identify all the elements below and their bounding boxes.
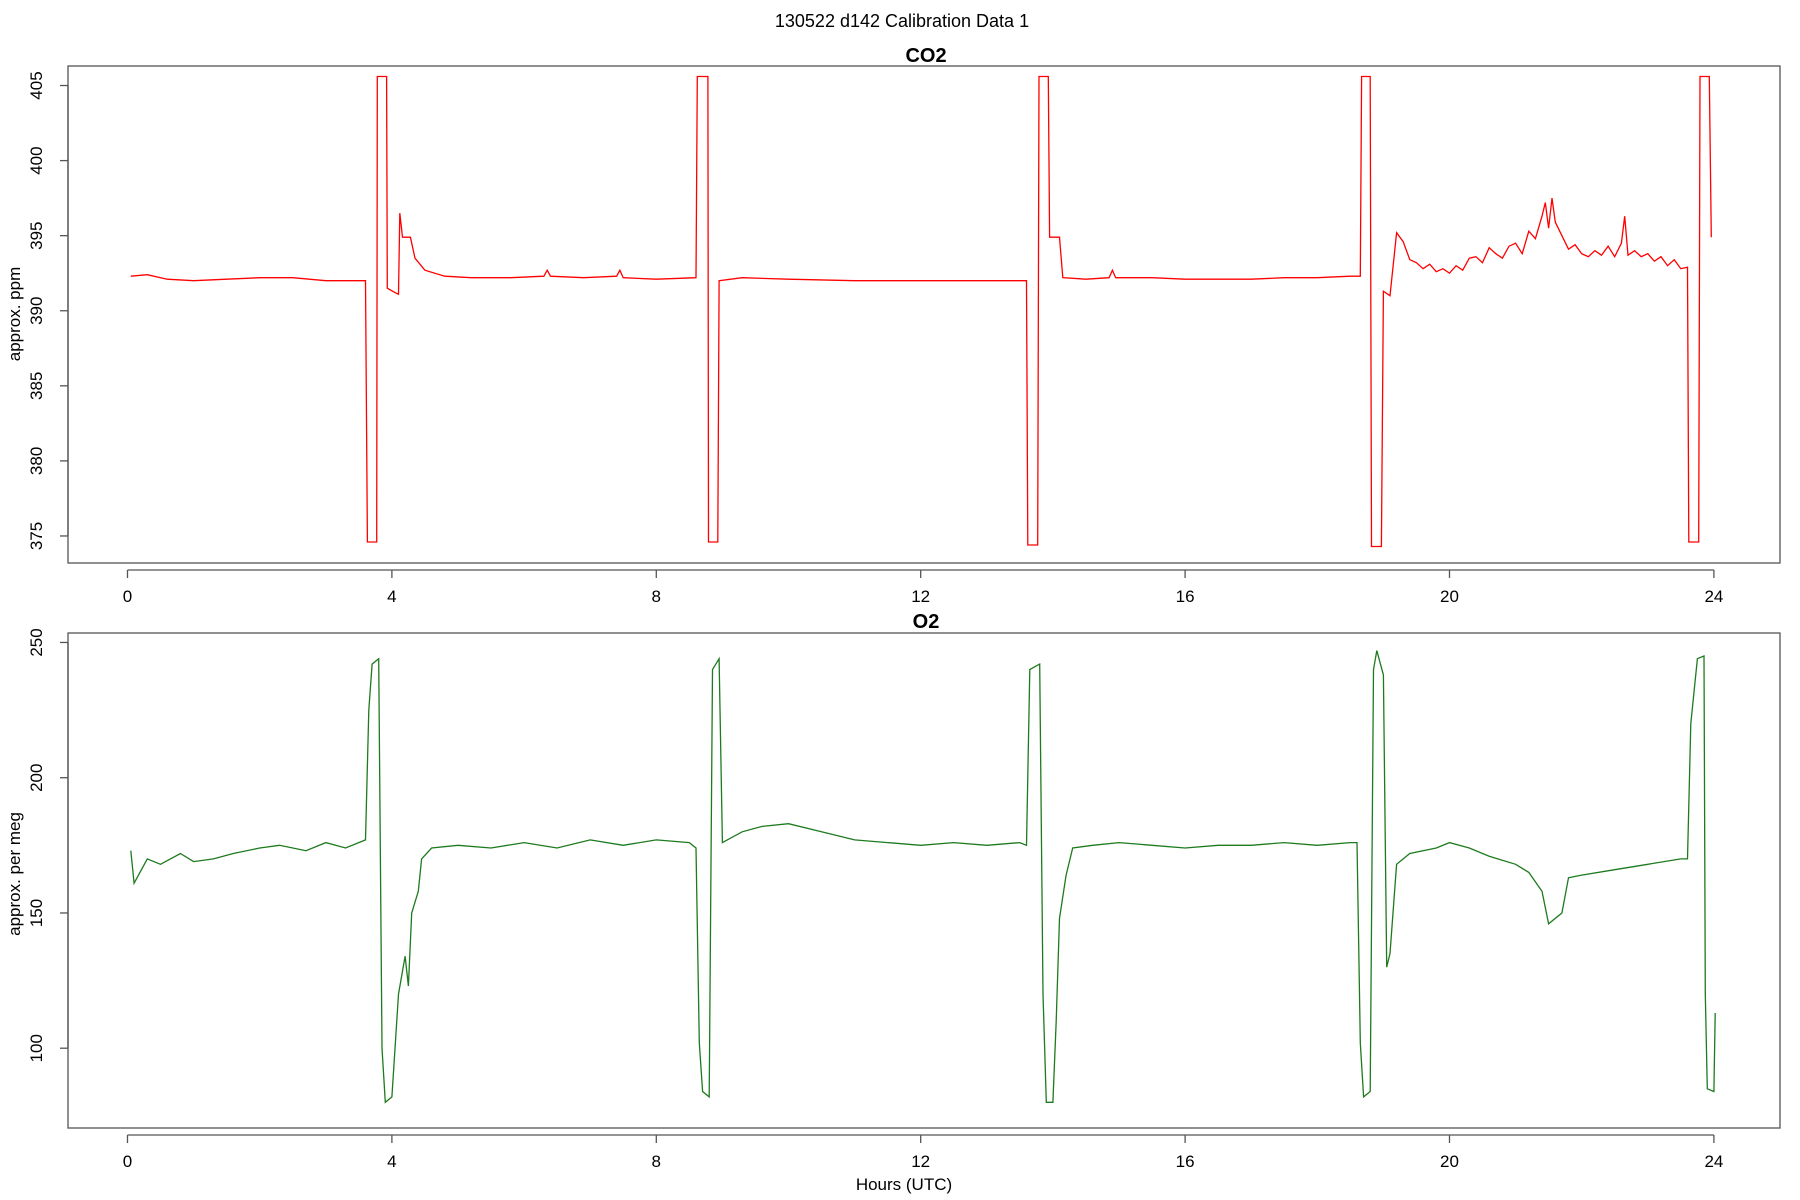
o2-x-tick-label: 12 xyxy=(911,1152,930,1171)
co2-series-line xyxy=(130,75,1712,548)
co2-panel: CO2 0 4 8 12 16 20 24 375 380 385 390 395 400 405 ap… xyxy=(5,45,1781,606)
co2-y-tick-label: 380 xyxy=(27,447,46,475)
co2-y-axis: 375 380 385 390 395 400 405 xyxy=(27,71,69,550)
co2-x-tick-label: 24 xyxy=(1704,587,1723,606)
o2-y-tick-label: 100 xyxy=(27,1034,46,1062)
co2-y-tick-label: 390 xyxy=(27,297,46,325)
co2-plot-frame xyxy=(67,65,1781,564)
o2-plot-frame xyxy=(67,632,1781,1129)
o2-x-tick-label: 16 xyxy=(1176,1152,1195,1171)
co2-x-tick-label: 8 xyxy=(652,587,661,606)
figure-title: 130522 d142 Calibration Data 1 xyxy=(775,11,1029,31)
co2-y-axis-label: approx. ppm xyxy=(5,267,24,362)
o2-x-tick-label: 0 xyxy=(123,1152,132,1171)
o2-y-axis-label: approx. per meg xyxy=(5,812,24,936)
o2-series-line xyxy=(130,650,1716,1104)
o2-x-tick-label: 8 xyxy=(652,1152,661,1171)
co2-x-tick-label: 20 xyxy=(1440,587,1459,606)
o2-panel: O2 0 4 8 12 16 20 24 100 150 200 250 approx. per … xyxy=(5,611,1781,1194)
o2-x-tick-label: 24 xyxy=(1704,1152,1723,1171)
co2-y-tick-label: 395 xyxy=(27,221,46,249)
o2-y-axis: 100 150 200 250 xyxy=(27,628,69,1062)
co2-x-tick-label: 16 xyxy=(1176,587,1195,606)
o2-panel-title: O2 xyxy=(913,611,940,633)
o2-y-tick-label: 250 xyxy=(27,628,46,656)
o2-y-tick-label: 150 xyxy=(27,899,46,927)
o2-y-tick-label: 200 xyxy=(27,764,46,792)
o2-x-tick-label: 20 xyxy=(1440,1152,1459,1171)
co2-x-axis: 0 4 8 12 16 20 24 xyxy=(123,569,1723,606)
o2-x-tick-label: 4 xyxy=(387,1152,396,1171)
co2-y-tick-label: 405 xyxy=(27,71,46,99)
co2-y-tick-label: 400 xyxy=(27,146,46,174)
co2-x-tick-label: 0 xyxy=(123,587,132,606)
o2-x-axis: 0 4 8 12 16 20 24 xyxy=(123,1134,1723,1171)
co2-panel-title: CO2 xyxy=(905,45,946,67)
co2-x-tick-label: 12 xyxy=(911,587,930,606)
co2-x-tick-label: 4 xyxy=(387,587,396,606)
co2-y-tick-label: 375 xyxy=(27,522,46,550)
co2-y-tick-label: 385 xyxy=(27,372,46,400)
x-axis-label: Hours (UTC) xyxy=(856,1175,952,1194)
